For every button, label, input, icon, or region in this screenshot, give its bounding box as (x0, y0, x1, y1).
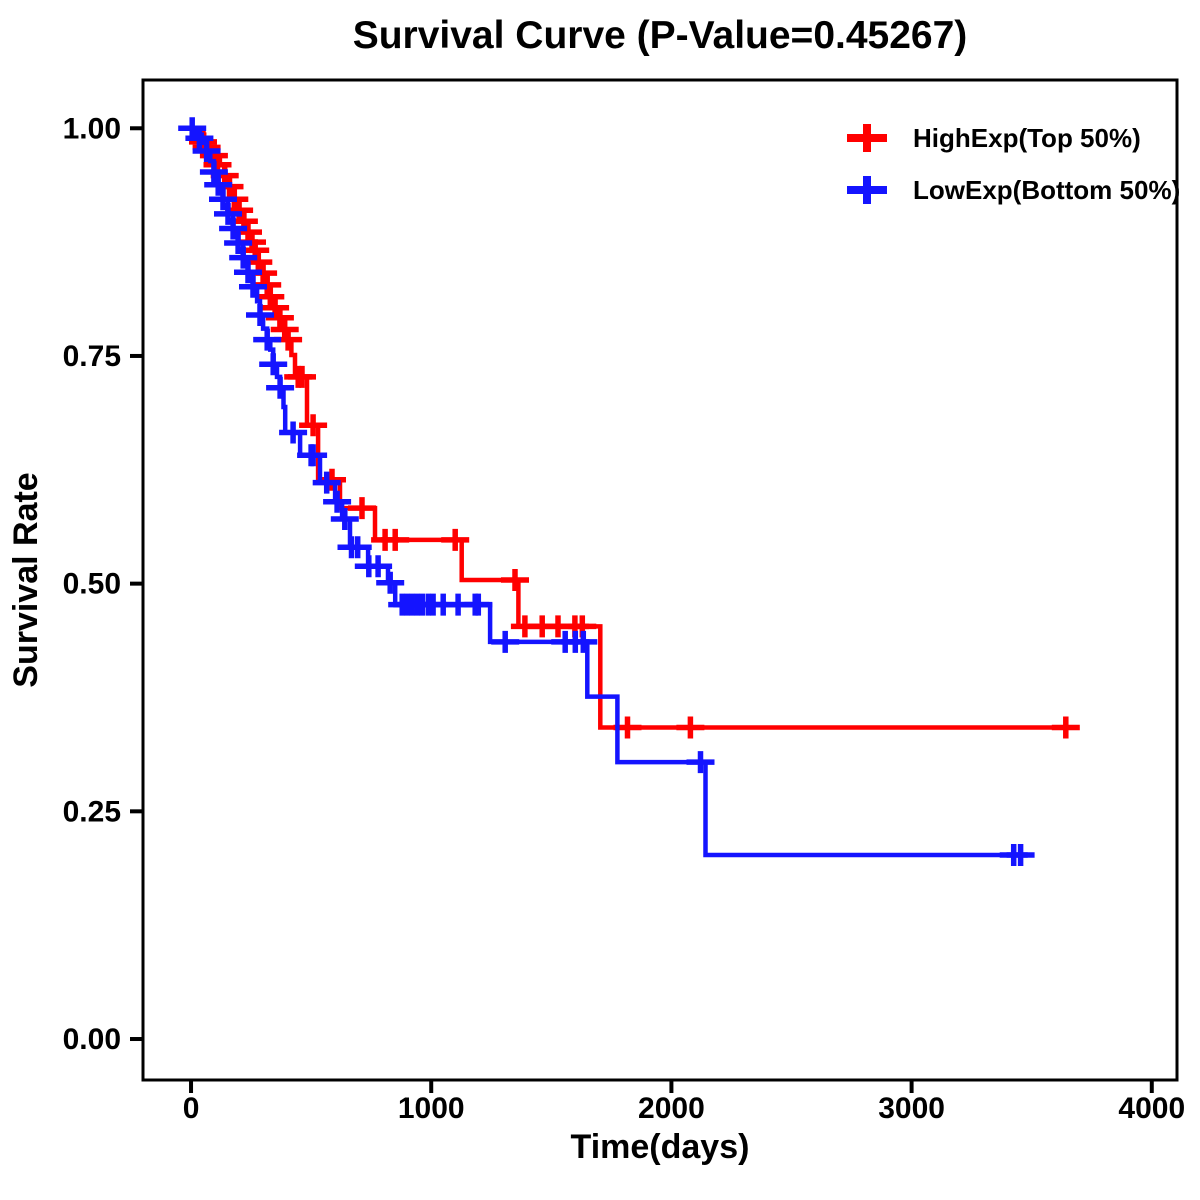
x-axis-title: Time(days) (570, 1128, 750, 1166)
lowexp-censor-mark (234, 261, 262, 284)
x-tick-label: 2000 (638, 1092, 705, 1125)
plus-glyph (847, 124, 887, 152)
y-tick-label: 0.50 (63, 568, 121, 601)
lowexp-censor-mark (214, 202, 242, 225)
lowexp-censor-mark (224, 232, 253, 254)
lowexp-censor-mark (204, 173, 233, 196)
highexp-censor-mark (676, 716, 705, 739)
lowexp-censor-mark (299, 444, 328, 467)
chart-title: Survival Curve (P-Value=0.45267) (352, 14, 968, 57)
highexp-censor-mark (288, 365, 316, 388)
lowexp-censor-mark (239, 275, 267, 298)
lowexp-censor-mark (219, 217, 248, 240)
legend: HighExp(Top 50%) LowExp(Bottom 50%) (843, 112, 1180, 216)
highexp-censor-mark (299, 414, 328, 437)
lowexp-censor-mark (330, 508, 359, 530)
highexp-censor-mark (381, 528, 410, 551)
lowexp-censor-mark (343, 536, 372, 559)
x-tick-label: 3000 (878, 1092, 945, 1125)
highexp-censor-mark (348, 497, 376, 520)
lowexp-censor-mark (279, 421, 308, 444)
lowexp-censor-mark (266, 376, 295, 399)
y-tick-label: 0.75 (63, 340, 121, 373)
lowexp-curve (191, 126, 1021, 858)
highexp-censor-marks (189, 130, 1080, 739)
lowexp-censor-marks (178, 117, 1035, 866)
highexp-censor-mark (270, 318, 299, 341)
lowexp-censor-mark (323, 490, 352, 513)
highexp-plus-icon (847, 124, 887, 152)
legend-item-highexp: HighExp(Top 50%) (843, 112, 1180, 164)
plot-border (141, 78, 1179, 1082)
lowexp-censor-mark (312, 471, 341, 494)
lowexp-censor-mark (185, 127, 214, 150)
lowexp-censor-mark (192, 140, 221, 162)
lowexp-censor-mark (259, 353, 288, 376)
lowexp-censor-mark (229, 246, 258, 269)
highexp-censor-mark (256, 285, 285, 308)
y-tick-label: 0.25 (63, 795, 121, 828)
highexp-censor-mark (441, 528, 470, 551)
lowexp-censor-mark (464, 593, 493, 616)
lowexp-censor-mark (209, 188, 237, 211)
y-axis-title: Survival Rate (7, 472, 45, 688)
legend-label-lowexp: LowExp(Bottom 50%) (913, 174, 1181, 205)
lowexp-censor-mark (376, 571, 405, 594)
x-tick-label: 1000 (398, 1092, 465, 1125)
y-tick-label: 0.00 (63, 1023, 121, 1056)
lowexp-censor-mark (569, 630, 598, 653)
x-tick-label: 0 (183, 1092, 200, 1125)
lowexp-censor-mark (246, 304, 274, 326)
lowexp-censor-mark (199, 161, 228, 183)
legend-label-highexp: HighExp(Top 50%) (913, 122, 1141, 153)
lowexp-censor-mark (1006, 844, 1035, 866)
legend-item-lowexp: LowExp(Bottom 50%) (843, 164, 1180, 216)
highexp-censor-mark (501, 569, 529, 591)
x-tick-label: 4000 (1118, 1092, 1185, 1125)
highexp-censor-mark (318, 468, 346, 491)
y-tick-label: 1.00 (63, 112, 121, 145)
lowexp-censor-mark (253, 328, 282, 351)
lowexp-censor-mark (491, 630, 520, 653)
lowexp-censor-mark (686, 751, 715, 774)
lowexp-plus-icon (847, 176, 887, 204)
highexp-censor-mark (1051, 716, 1080, 739)
lowexp-censor-mark (364, 555, 393, 578)
plus-glyph (847, 176, 887, 204)
